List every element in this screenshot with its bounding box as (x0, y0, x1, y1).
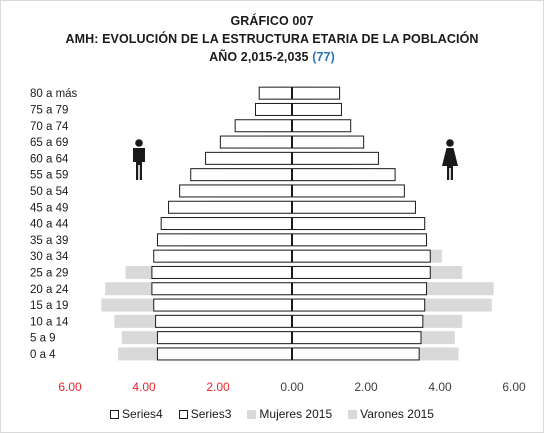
category-label: 30 a 34 (30, 251, 69, 263)
legend-swatch (247, 409, 257, 419)
legend-swatch (110, 409, 120, 419)
chart-title: GRÁFICO 007 (230, 14, 314, 28)
bar-series3-14 (292, 119, 352, 133)
bar-series3-6 (292, 249, 431, 263)
category-label: 5 a 9 (30, 333, 56, 345)
bar-series3-3 (292, 298, 426, 312)
x-tick-label: 4.00 (132, 380, 156, 394)
x-tick-label: 6.00 (502, 380, 526, 394)
category-label: 55 a 59 (30, 170, 68, 182)
bar-series4-16 (258, 86, 293, 100)
bar-series3-8 (292, 217, 426, 231)
bar-series4-10 (179, 184, 292, 198)
bar-series3-11 (292, 168, 396, 182)
bar-series4-8 (160, 217, 292, 231)
bar-series4-0 (156, 347, 292, 361)
x-tick-label: 2.00 (206, 380, 230, 394)
female-figure-icon (442, 139, 458, 180)
category-label: 35 a 39 (30, 235, 68, 247)
legend-item: Series4 (110, 407, 163, 421)
bar-series4-14 (234, 119, 292, 133)
bar-series4-4 (151, 282, 292, 296)
x-tick-label: 0.00 (280, 380, 304, 394)
legend-label: Series3 (190, 407, 232, 421)
male-figure-icon (133, 139, 145, 180)
bar-series3-15 (292, 102, 342, 116)
bar-series4-15 (255, 102, 292, 116)
legend-label: Series4 (122, 407, 163, 421)
outlined-bars (151, 86, 431, 361)
bar-series4-6 (153, 249, 292, 263)
x-tick-label: 4.00 (428, 380, 452, 394)
category-label: 15 a 19 (30, 300, 68, 312)
category-label: 40 a 44 (30, 219, 69, 231)
chart-years: AÑO 2,015-2,035 (77) (0, 50, 544, 64)
bar-series4-11 (190, 168, 292, 182)
x-tick-labels: 6.00 4.00 2.00 0.00 2.00 4.00 6.00 (58, 380, 526, 394)
bar-series4-5 (151, 265, 292, 279)
legend-label: Mujeres 2015 (259, 407, 333, 421)
bar-series3-1 (292, 331, 422, 345)
bar-series3-13 (292, 135, 365, 149)
chart-subtitle: AMH: EVOLUCIÓN DE LA ESTRUCTURA ETARIA D… (65, 32, 479, 46)
category-label: 25 a 29 (30, 267, 68, 279)
legend-item: Series3 (178, 407, 232, 421)
bar-series3-10 (292, 184, 405, 198)
category-label: 70 a 74 (30, 121, 69, 133)
bar-series4-2 (155, 314, 292, 328)
bar-series3-12 (292, 151, 379, 165)
bar-series4-1 (156, 331, 292, 345)
chart-ref-note: (77) (312, 50, 335, 64)
chart-years-text: AÑO 2,015-2,035 (209, 50, 309, 64)
legend-swatch (178, 409, 188, 419)
category-label: 65 a 69 (30, 137, 68, 149)
category-label: 80 a más (30, 88, 78, 100)
category-label: 10 a 14 (30, 316, 69, 328)
legend-item: Varones 2015 (348, 407, 434, 421)
bar-series3-5 (292, 265, 431, 279)
category-label: 20 a 24 (30, 284, 69, 296)
category-label: 45 a 49 (30, 202, 68, 214)
bar-series3-4 (292, 282, 428, 296)
category-label: 60 a 64 (30, 153, 69, 165)
chart-legend: Series4 Series3 Mujeres 2015 Varones 2015 (0, 407, 544, 422)
bar-series4-3 (153, 298, 292, 312)
category-label: 50 a 54 (30, 186, 69, 198)
bar-series4-9 (168, 200, 292, 214)
bar-series3-2 (292, 314, 424, 328)
x-tick-label: 2.00 (354, 380, 378, 394)
legend-item: Mujeres 2015 (247, 407, 332, 421)
bar-series3-7 (292, 233, 428, 247)
bar-series3-9 (292, 200, 416, 214)
bar-series4-12 (205, 151, 292, 165)
bar-series3-0 (292, 347, 420, 361)
category-labels: 0 a 4 5 a 9 10 a 14 15 a 19 20 a 24 25 a 29 30… (30, 88, 78, 361)
x-tick-label: 6.00 (58, 380, 82, 394)
category-label: 75 a 79 (30, 104, 68, 116)
legend-swatch (348, 409, 358, 419)
legend-label: Varones 2015 (360, 407, 434, 421)
bar-series3-16 (292, 86, 341, 100)
bar-series4-13 (219, 135, 293, 149)
category-label: 0 a 4 (30, 349, 56, 361)
bar-series4-7 (156, 233, 292, 247)
